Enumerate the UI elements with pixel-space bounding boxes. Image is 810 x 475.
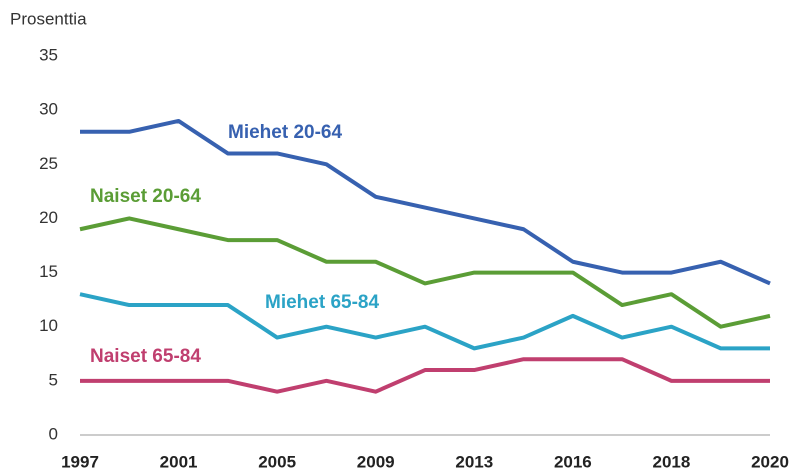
y-tick-label: 35	[39, 45, 58, 64]
y-axis-label: Prosenttia	[10, 9, 87, 28]
line	[79, 216, 771, 329]
y-tick-label: 20	[39, 208, 58, 227]
series-label: Naiset 20-64	[90, 186, 201, 207]
line	[80, 118, 771, 286]
y-tick-label: 5	[49, 370, 58, 389]
x-tick-label: 2005	[258, 452, 296, 471]
x-tick-label: 2018	[653, 452, 691, 471]
x-tick-label: 2009	[357, 452, 395, 471]
x-tick-label: 2001	[160, 452, 198, 471]
series-label: Miehet 65-84	[265, 292, 379, 313]
series-label: Miehet 20-64	[228, 122, 342, 143]
x-tick-label: 2016	[554, 452, 592, 471]
x-tick-label: 1997	[61, 452, 99, 471]
line	[80, 357, 770, 394]
line	[79, 292, 770, 351]
y-tick-label: 25	[39, 154, 58, 173]
x-tick-label: 2013	[455, 452, 493, 471]
y-tick-label: 30	[39, 100, 58, 119]
y-tick-label: 0	[49, 424, 58, 443]
series-label: Naiset 65-84	[90, 346, 201, 367]
y-tick-label: 10	[39, 316, 58, 335]
y-tick-label: 15	[39, 262, 58, 281]
x-tick-label: 2020	[751, 452, 789, 471]
